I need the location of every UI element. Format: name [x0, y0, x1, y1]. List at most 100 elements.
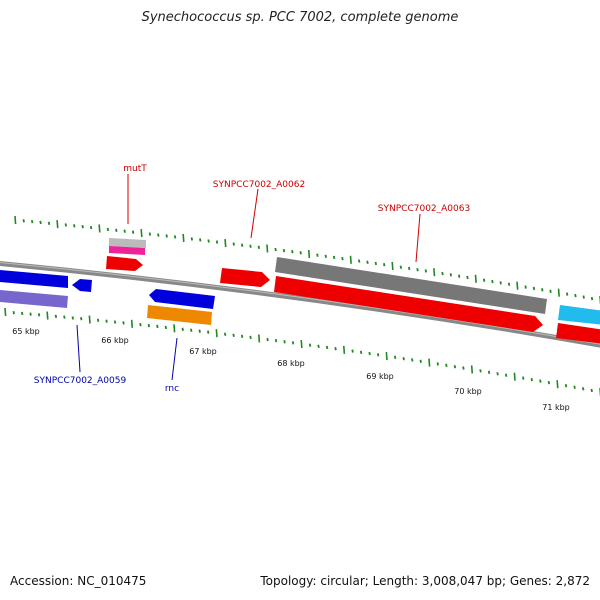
- lower-minor-tick: [164, 325, 167, 330]
- upper-minor-tick: [324, 254, 327, 258]
- lower-minor-tick: [445, 363, 448, 367]
- gene-SYNPCC7002-A0062[interactable]: [220, 268, 270, 287]
- gene-blue-rnc-neighbor[interactable]: [149, 289, 215, 309]
- lower-minor-tick: [12, 311, 15, 315]
- upper-minor-tick: [408, 266, 411, 271]
- scale-label-71kbp: 71 kbp: [542, 403, 570, 412]
- gene-purple-left[interactable]: [0, 290, 68, 308]
- upper-minor-tick: [399, 265, 403, 269]
- upper-minor-tick: [190, 237, 194, 241]
- lower-minor-tick: [147, 323, 151, 328]
- lower-minor-tick: [590, 388, 593, 393]
- upper-minor-tick: [173, 235, 177, 239]
- lower-minor-tick: [206, 330, 210, 334]
- upper-minor-tick: [491, 279, 494, 284]
- upper-major-tick: [182, 233, 185, 243]
- lower-minor-tick: [436, 362, 439, 366]
- lower-minor-tick: [20, 311, 24, 316]
- lower-minor-tick: [419, 359, 422, 363]
- lower-minor-tick: [564, 384, 568, 388]
- upper-minor-tick: [299, 251, 302, 255]
- label-SYNPCC7002-A0063: SYNPCC7002_A0063: [378, 204, 470, 214]
- lower-minor-tick: [530, 377, 533, 382]
- upper-major-tick: [98, 224, 101, 233]
- label-SYNPCC7002-A0059: SYNPCC7002_A0059: [34, 376, 127, 386]
- lower-minor-tick: [80, 317, 83, 321]
- upper-minor-tick: [207, 239, 210, 243]
- upper-minor-tick: [332, 255, 336, 260]
- upper-minor-tick: [232, 242, 235, 246]
- lower-minor-tick: [54, 314, 58, 319]
- leader-a0063: [415, 213, 421, 263]
- upper-minor-tick: [249, 244, 252, 248]
- lower-minor-tick: [139, 322, 142, 327]
- lower-major-tick: [556, 380, 559, 389]
- upper-major-tick: [56, 220, 59, 229]
- upper-minor-tick: [240, 243, 244, 247]
- upper-minor-tick: [131, 230, 135, 234]
- upper-minor-tick: [532, 286, 536, 291]
- upper-minor-tick: [39, 220, 42, 225]
- lower-major-tick: [428, 358, 431, 367]
- lower-minor-tick: [274, 338, 278, 343]
- lower-minor-tick: [122, 321, 125, 325]
- gene-blue-left[interactable]: [0, 270, 68, 288]
- upper-minor-tick: [482, 278, 486, 282]
- lower-major-tick: [385, 352, 388, 361]
- upper-major-tick: [14, 215, 17, 225]
- upper-minor-tick: [507, 282, 511, 286]
- gene-silver-mutt[interactable]: [109, 238, 146, 248]
- lower-minor-tick: [325, 345, 329, 350]
- upper-major-tick: [433, 268, 436, 277]
- lower-minor-tick: [71, 316, 74, 320]
- gene-SYNPCC7002-A0063[interactable]: [274, 276, 543, 332]
- leader-rnc: [171, 337, 178, 381]
- lower-minor-tick: [181, 327, 184, 331]
- upper-minor-tick: [291, 250, 294, 254]
- genome-backbone-highlight: [0, 261, 600, 345]
- upper-minor-tick: [590, 296, 594, 301]
- gene-red-right[interactable]: [556, 323, 600, 344]
- upper-minor-tick: [199, 238, 202, 242]
- upper-minor-tick: [565, 292, 569, 296]
- lower-minor-tick: [334, 346, 337, 351]
- lower-major-tick: [513, 372, 516, 381]
- upper-major-tick: [307, 249, 311, 259]
- gene-cyan-right[interactable]: [558, 305, 600, 325]
- upper-minor-tick: [541, 288, 544, 292]
- label-SYNPCC7002-A0062: SYNPCC7002_A0062: [213, 180, 305, 190]
- gene-blue-small[interactable]: [72, 279, 92, 292]
- gene-rnc[interactable]: [147, 305, 212, 325]
- upper-minor-tick: [374, 261, 378, 266]
- lower-minor-tick: [308, 343, 312, 347]
- lower-minor-tick: [487, 370, 491, 374]
- lower-minor-tick: [462, 366, 465, 370]
- scale-label-69kbp: 69 kbp: [366, 372, 394, 381]
- lower-minor-tick: [291, 341, 295, 345]
- upper-minor-tick: [382, 263, 386, 267]
- scale-label-65kbp: 65 kbp: [12, 327, 40, 336]
- lower-minor-tick: [317, 344, 320, 348]
- gene-gray-large[interactable]: [275, 257, 547, 314]
- lower-minor-tick: [539, 379, 542, 383]
- gene-magenta-mutt[interactable]: [109, 246, 145, 255]
- lower-major-tick: [215, 329, 218, 338]
- lower-minor-tick: [393, 355, 397, 360]
- upper-minor-tick: [123, 229, 126, 233]
- upper-major-tick: [349, 255, 352, 264]
- upper-major-tick: [266, 244, 269, 253]
- upper-minor-tick: [257, 245, 261, 249]
- upper-major-tick: [474, 274, 477, 283]
- gene-mutT[interactable]: [106, 256, 143, 271]
- lower-major-tick: [173, 324, 176, 333]
- upper-minor-tick: [424, 269, 428, 273]
- upper-minor-tick: [115, 228, 118, 232]
- upper-minor-tick: [73, 224, 76, 228]
- upper-major-tick: [140, 229, 143, 238]
- label-mutT: mutT: [123, 164, 147, 174]
- lower-major-tick: [257, 334, 261, 343]
- lower-minor-tick: [223, 332, 227, 336]
- lower-minor-tick: [283, 340, 286, 344]
- lower-minor-tick: [113, 320, 117, 324]
- lower-minor-tick: [359, 350, 363, 354]
